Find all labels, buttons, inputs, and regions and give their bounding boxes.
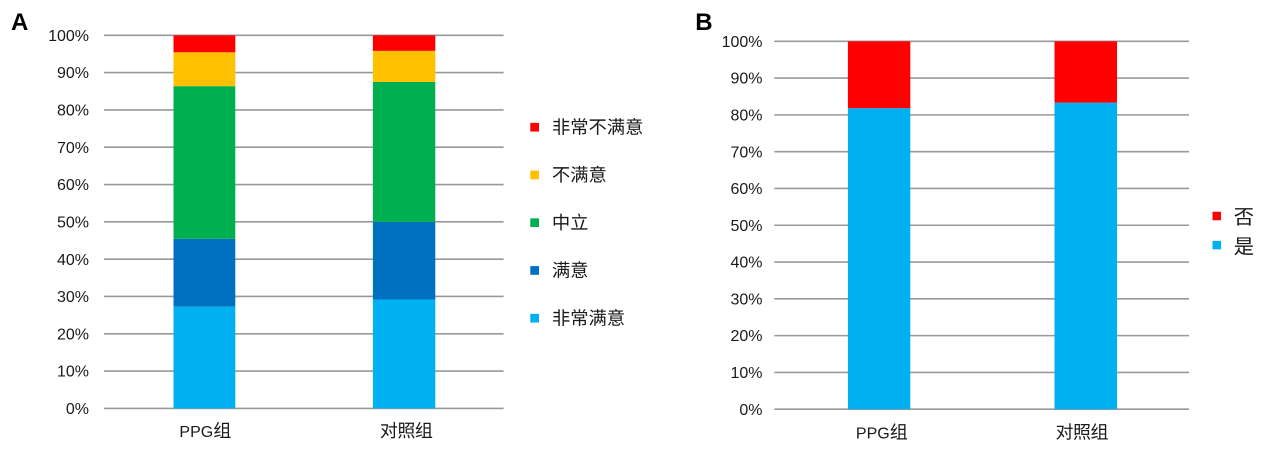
svg-text:30%: 30% (730, 291, 762, 308)
svg-text:60%: 60% (730, 181, 762, 198)
svg-text:40%: 40% (730, 255, 762, 272)
svg-text:0%: 0% (739, 402, 762, 419)
svg-text:60%: 60% (57, 177, 89, 194)
svg-text:20%: 20% (57, 326, 89, 343)
svg-text:100%: 100% (722, 34, 763, 51)
svg-text:50%: 50% (730, 218, 762, 235)
svg-text:20%: 20% (730, 328, 762, 345)
svg-text:10%: 10% (57, 364, 89, 381)
svg-text:40%: 40% (57, 252, 89, 269)
svg-text:30%: 30% (57, 289, 89, 306)
svg-text:A: A (11, 9, 28, 36)
svg-text:50%: 50% (57, 214, 89, 231)
svg-text:70%: 70% (730, 144, 762, 161)
svg-text:90%: 90% (730, 71, 762, 88)
svg-text:10%: 10% (730, 365, 762, 382)
svg-text:0%: 0% (66, 401, 89, 418)
svg-text:PPG: PPG (856, 425, 890, 442)
svg-text:PPG: PPG (179, 424, 213, 441)
svg-text:100%: 100% (48, 28, 89, 45)
svg-text:80%: 80% (57, 103, 89, 120)
svg-text:80%: 80% (730, 108, 762, 125)
svg-text:B: B (695, 9, 712, 36)
svg-text:70%: 70% (57, 140, 89, 157)
svg-text:90%: 90% (57, 65, 89, 82)
